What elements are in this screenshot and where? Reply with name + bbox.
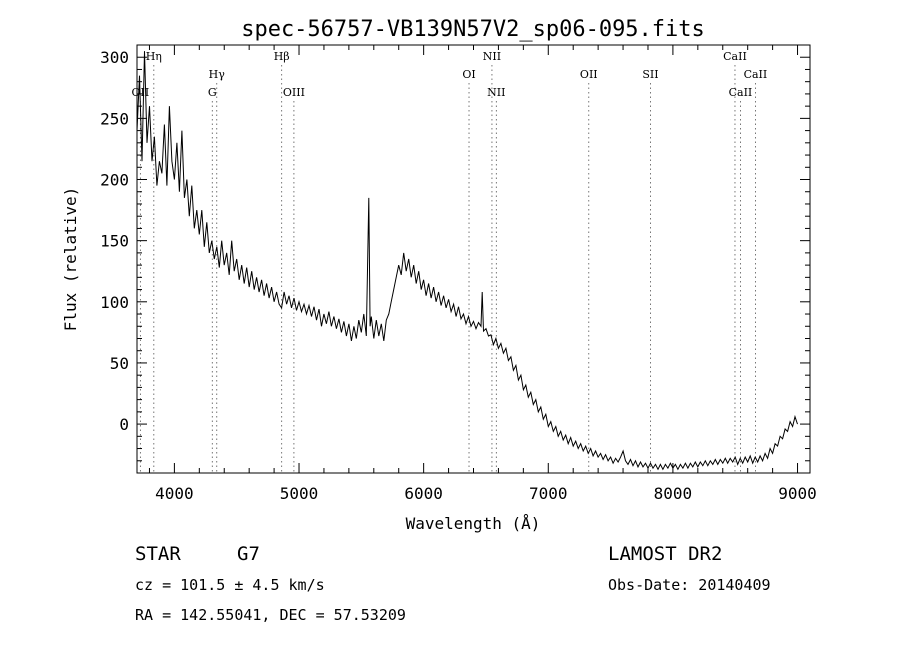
- x-tick-label: 4000: [155, 484, 194, 503]
- line-marker-label: OII: [580, 68, 598, 81]
- x-tick-label: 8000: [654, 484, 693, 503]
- redshift-velocity: cz = 101.5 ± 4.5 km/s: [135, 576, 325, 594]
- x-axis-label: Wavelength (Å): [406, 514, 541, 533]
- line-marker-label: G: [208, 86, 217, 99]
- observation-date: Obs-Date: 20140409: [608, 576, 771, 594]
- x-tick-label: 7000: [529, 484, 568, 503]
- line-marker-label: CaII: [744, 68, 768, 81]
- y-tick-label: 200: [100, 171, 129, 190]
- line-marker-label: OIII: [283, 86, 305, 99]
- line-marker-label: NII: [483, 50, 501, 63]
- y-tick-label: 300: [100, 48, 129, 67]
- line-marker-label: Hγ: [209, 68, 226, 81]
- line-marker-label: SII: [642, 68, 658, 81]
- survey-name: LAMOST DR2: [608, 543, 722, 565]
- y-axis: 0 50 100 150 200 250 300: [100, 44, 810, 462]
- line-marker-label: Hβ: [274, 50, 290, 63]
- line-marker-label: NII: [487, 86, 505, 99]
- x-axis: 4000 5000 6000 7000 8000 9000: [148, 45, 817, 503]
- line-marker-label: CaII: [729, 86, 753, 99]
- chart-title: spec-56757-VB139N57V2_sp06-095.fits: [241, 17, 705, 42]
- object-class: STAR: [135, 543, 181, 565]
- line-marker-label: OI: [462, 68, 475, 81]
- sky-coordinates: RA = 142.55041, DEC = 57.53209: [135, 606, 406, 624]
- x-tick-label: 5000: [280, 484, 319, 503]
- y-tick-label: 250: [100, 109, 129, 128]
- spectrum-line: [136, 51, 798, 471]
- y-tick-label: 150: [100, 232, 129, 251]
- y-axis-label: Flux (relative): [61, 187, 80, 332]
- y-tick-label: 100: [100, 293, 129, 312]
- x-tick-label: 9000: [778, 484, 817, 503]
- plot-frame: [136, 44, 811, 474]
- x-tick-label: 6000: [404, 484, 443, 503]
- line-marker-label: CaII: [723, 50, 747, 63]
- object-subclass: G7: [237, 543, 260, 565]
- line-marker-label: Hη: [146, 50, 162, 63]
- y-tick-label: 0: [119, 415, 129, 434]
- y-tick-label: 50: [110, 354, 129, 373]
